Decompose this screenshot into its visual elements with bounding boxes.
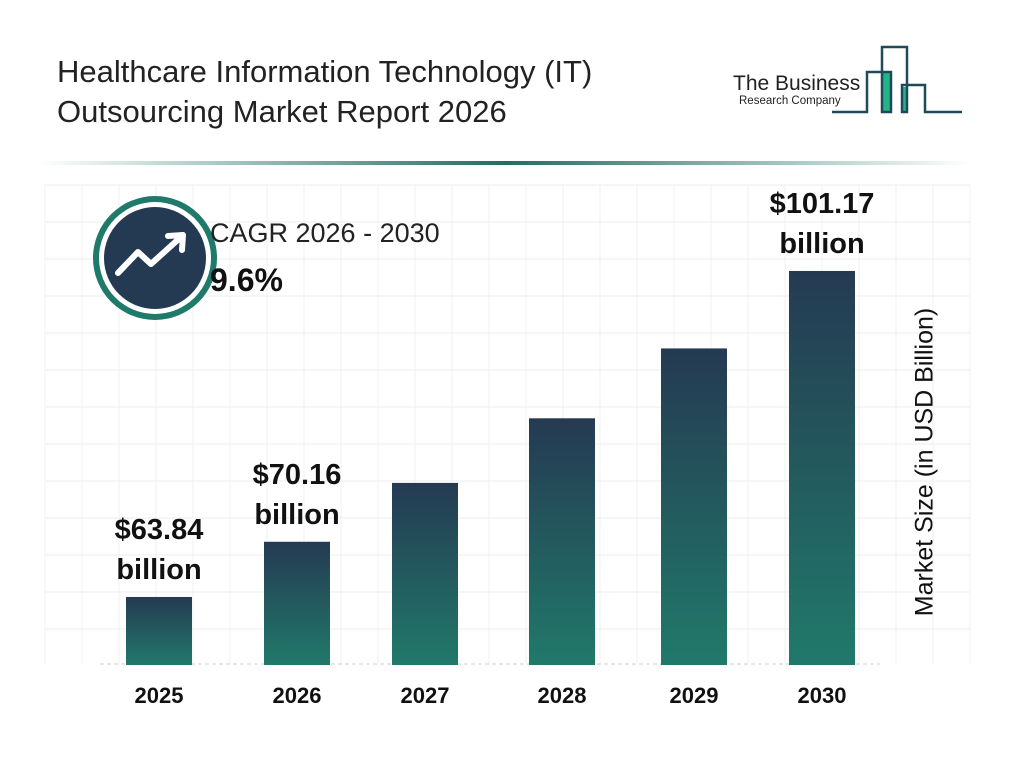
title-line-2: Outsourcing Market Report 2026 bbox=[57, 94, 507, 129]
logo-subtitle: Research Company bbox=[739, 95, 841, 107]
chart-title: Healthcare Information Technology (IT) Ou… bbox=[57, 52, 737, 132]
x-tick-label: 2026 bbox=[273, 683, 322, 708]
bar-2028 bbox=[529, 418, 595, 665]
data-label-amount: $70.16 bbox=[253, 459, 342, 491]
x-tick-label: 2028 bbox=[538, 683, 587, 708]
data-label-unit: billion bbox=[116, 554, 201, 586]
data-label-unit: billion bbox=[254, 499, 339, 531]
bar-2026 bbox=[264, 541, 330, 665]
header-divider bbox=[40, 161, 970, 165]
trend-up-arrow-icon bbox=[115, 233, 185, 276]
logo-name: The Business bbox=[733, 72, 861, 95]
cagr-label: CAGR 2026 - 2030 bbox=[210, 218, 440, 248]
bar-2029 bbox=[661, 348, 727, 665]
cagr-value: 9.6% bbox=[210, 262, 283, 298]
bar-2025 bbox=[126, 596, 192, 665]
cagr-badge bbox=[93, 196, 217, 320]
y-axis-label: Market Size (in USD Billion) bbox=[910, 307, 939, 617]
x-tick-label: 2027 bbox=[401, 683, 450, 708]
data-label-amount: $63.84 bbox=[115, 514, 204, 546]
bar-2027 bbox=[392, 482, 458, 665]
data-label-amount: $101.17 bbox=[770, 188, 875, 220]
x-tick-label: 2025 bbox=[135, 683, 184, 708]
x-tick-label: 2030 bbox=[798, 683, 847, 708]
data-label-unit: billion bbox=[779, 228, 864, 260]
x-tick-label: 2029 bbox=[670, 683, 719, 708]
bar-2030 bbox=[789, 270, 855, 665]
title-line-1: Healthcare Information Technology (IT) bbox=[57, 54, 593, 89]
